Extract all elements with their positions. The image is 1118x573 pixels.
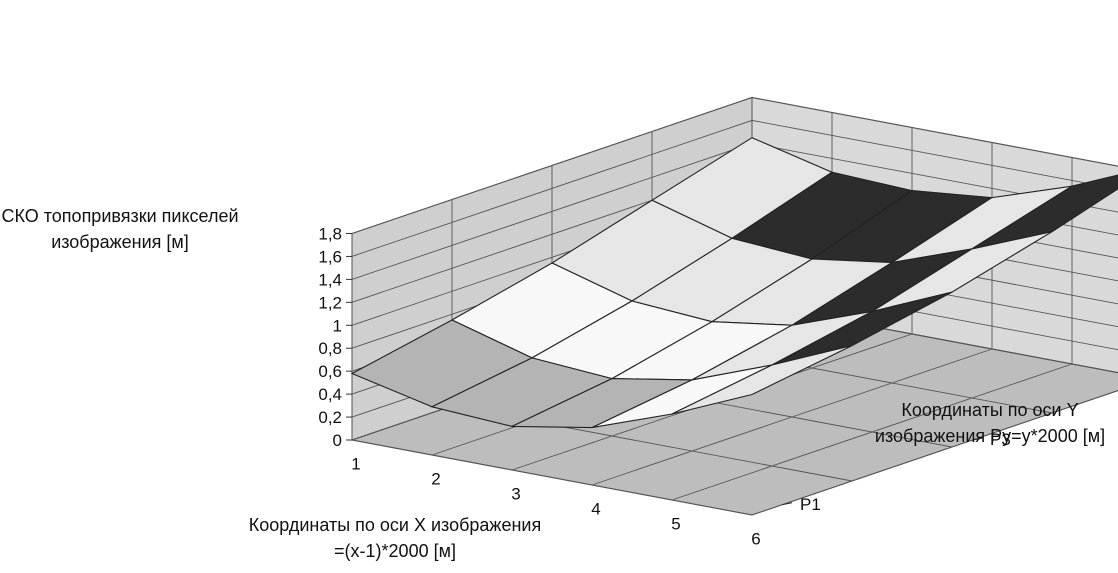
z-tick-label: 1,2 [318, 293, 342, 312]
z-tick-label: 1,4 [318, 270, 342, 289]
z-tick-label: 1 [333, 316, 342, 335]
x-tick-label: 6 [751, 530, 760, 549]
y-tick-label: P3 [990, 430, 1011, 449]
surface-patch [671, 345, 853, 415]
x-tick-label: 1 [351, 455, 360, 474]
x-tick-label: 5 [671, 515, 680, 534]
chart-surface [350, 137, 1118, 429]
floor-gridline [351, 439, 753, 516]
z-tick-label: 0,6 [318, 362, 342, 381]
z-axis-label: СКО топопривязки пикселей изображения [м… [1, 206, 239, 252]
chart-tick-labels: 00,20,40,60,811,21,41,61,8123456P1P3P5 [318, 225, 1011, 549]
x-tick-label: 4 [591, 500, 600, 519]
z-tick-label: 1,8 [318, 225, 342, 244]
z-tick-label: 0,4 [318, 385, 342, 404]
z-tick-label: 0,2 [318, 408, 342, 427]
x-tick-label: 3 [511, 485, 520, 504]
z-tick-label: 0 [333, 431, 342, 450]
z-tick-label: 0,8 [318, 339, 342, 358]
z-tick-label: 1,6 [318, 247, 342, 266]
x-tick-label: 2 [431, 470, 440, 489]
y-tick-mark [971, 437, 983, 441]
y-tick-label: P1 [800, 495, 821, 514]
y-tick-mark [781, 502, 793, 506]
x-axis-label: Координаты по оси X изображения =(x-1)*2… [248, 515, 542, 561]
y-axis-label: Координаты по оси Y изображения Py=y*200… [874, 400, 1106, 446]
